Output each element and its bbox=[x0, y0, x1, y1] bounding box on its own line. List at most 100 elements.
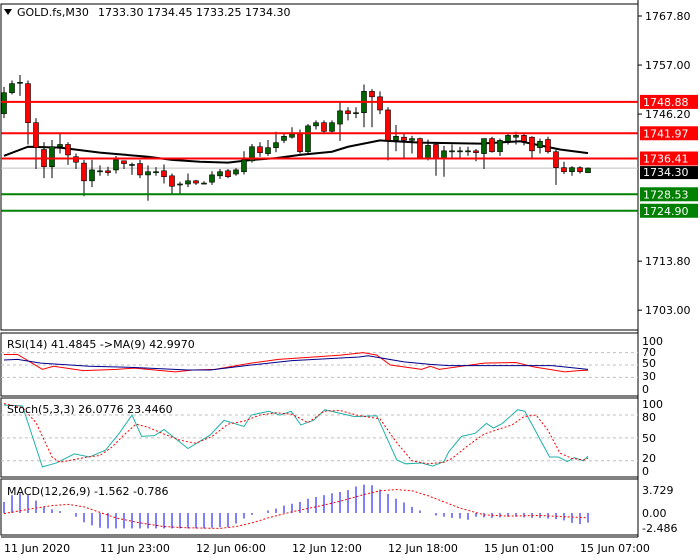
support-price-badge bbox=[640, 187, 698, 202]
bullish-candle bbox=[289, 133, 295, 138]
bullish-candle bbox=[569, 167, 575, 173]
bullish-candle bbox=[241, 159, 247, 173]
bearish-candle bbox=[345, 110, 351, 114]
bullish-candle bbox=[217, 171, 223, 177]
bullish-candle bbox=[353, 112, 359, 115]
bullish-candle bbox=[449, 150, 455, 153]
support-price-label: 1724.90 bbox=[643, 205, 689, 218]
time-tick-label: 15 Jun 01:00 bbox=[484, 542, 554, 555]
bullish-candle bbox=[265, 147, 271, 154]
bullish-candle bbox=[585, 167, 591, 173]
stoch-tick-label: 20 bbox=[642, 452, 656, 465]
stoch-signal-line bbox=[3, 403, 589, 465]
support-price-label: 1728.53 bbox=[643, 188, 689, 201]
macd-title: MACD(12,26,9) -1.562 -0.786 bbox=[7, 485, 168, 498]
resistance-price-label: 1741.97 bbox=[643, 127, 689, 140]
stoch-tick-label: 50 bbox=[642, 432, 656, 445]
price-panel-frame bbox=[0, 3, 639, 331]
chart-ohlc-readout: 1733.30 1734.45 1733.25 1734.30 bbox=[98, 6, 290, 19]
macd-tick-label: 3.729 bbox=[642, 484, 674, 497]
resistance-price-label: 1736.41 bbox=[643, 153, 689, 166]
bearish-candle bbox=[321, 122, 327, 132]
bearish-candle bbox=[529, 136, 535, 152]
time-tick-label: 12 Jun 06:00 bbox=[196, 542, 266, 555]
bullish-candle bbox=[497, 140, 503, 153]
price-tick-label: 1746.20 bbox=[645, 108, 691, 121]
time-tick-label: 11 Jun 23:00 bbox=[100, 542, 170, 555]
bullish-candle bbox=[513, 135, 519, 138]
time-tick-label: 15 Jun 07:00 bbox=[580, 542, 650, 555]
bullish-candle bbox=[153, 171, 159, 174]
bearish-candle bbox=[105, 170, 111, 173]
rsi-tick-label: 30 bbox=[642, 370, 656, 383]
time-tick-label: 12 Jun 18:00 bbox=[388, 542, 458, 555]
bearish-candle bbox=[521, 135, 527, 142]
bearish-candle bbox=[553, 151, 559, 168]
resistance-price-badge bbox=[640, 126, 698, 141]
bullish-candle bbox=[49, 146, 55, 168]
bullish-candle bbox=[201, 182, 207, 185]
stoch-title: Stoch(5,3,3) 26.0776 23.4460 bbox=[7, 403, 173, 416]
bullish-candle bbox=[185, 180, 191, 185]
bearish-candle bbox=[297, 133, 303, 153]
bearish-candle bbox=[577, 167, 583, 173]
bullish-candle bbox=[441, 150, 447, 159]
macd-tick-label: -2.486 bbox=[642, 522, 677, 535]
current-price-badge bbox=[640, 166, 698, 180]
rsi-tick-label: 50 bbox=[642, 357, 656, 370]
rsi-tick-label: 0 bbox=[642, 383, 649, 396]
bearish-candle bbox=[25, 83, 31, 123]
current-price-label: 1734.30 bbox=[643, 166, 689, 179]
bullish-candle bbox=[409, 138, 415, 141]
bullish-candle bbox=[425, 145, 431, 159]
support-price-badge bbox=[640, 203, 698, 218]
bearish-candle bbox=[257, 146, 263, 153]
bullish-candle bbox=[89, 169, 95, 182]
bearish-candle bbox=[545, 139, 551, 153]
stoch-tick-label: 80 bbox=[642, 411, 656, 424]
rsi-ma-line bbox=[3, 355, 589, 371]
rsi-tick-label: 100 bbox=[642, 335, 663, 348]
dropdown-triangle-icon[interactable] bbox=[4, 9, 12, 15]
bearish-candle bbox=[401, 136, 407, 141]
macd-panel-frame bbox=[0, 478, 639, 536]
stoch-tick-label: 100 bbox=[642, 398, 663, 411]
bullish-candle bbox=[97, 170, 103, 173]
rsi-title: RSI(14) 41.4845 ->MA(9) 42.9970 bbox=[7, 338, 195, 351]
bearish-candle bbox=[121, 160, 127, 164]
bearish-candle bbox=[473, 150, 479, 153]
bearish-candle bbox=[137, 163, 143, 176]
bullish-candle bbox=[273, 142, 279, 148]
price-tick-label: 1703.00 bbox=[645, 304, 691, 317]
bullish-candle bbox=[537, 141, 543, 148]
resistance-price-badge bbox=[640, 94, 698, 109]
bullish-candle bbox=[457, 150, 463, 153]
bullish-candle bbox=[465, 150, 471, 153]
bearish-candle bbox=[433, 144, 439, 159]
bullish-candle bbox=[393, 136, 399, 141]
bearish-candle bbox=[65, 144, 71, 156]
bearish-candle bbox=[489, 138, 495, 153]
macd-signal-line bbox=[3, 489, 589, 529]
time-tick-label: 12 Jun 12:00 bbox=[292, 542, 362, 555]
bullish-candle bbox=[481, 138, 487, 154]
bullish-candle bbox=[313, 122, 319, 127]
bullish-candle bbox=[329, 122, 335, 132]
bullish-candle bbox=[281, 136, 287, 141]
bullish-candle bbox=[17, 81, 23, 84]
bullish-candle bbox=[249, 146, 255, 162]
price-tick-label: 1757.00 bbox=[645, 59, 691, 72]
bearish-candle bbox=[369, 91, 375, 98]
rsi-tick-label: 70 bbox=[642, 346, 656, 359]
chart-symbol-timeframe: GOLD.fs,M30 bbox=[17, 6, 89, 19]
resistance-price-label: 1748.88 bbox=[643, 96, 689, 109]
bullish-candle bbox=[9, 83, 15, 94]
bearish-candle bbox=[193, 180, 199, 184]
bullish-candle bbox=[129, 164, 135, 166]
bearish-candle bbox=[377, 96, 383, 111]
bullish-candle bbox=[305, 125, 311, 153]
price-panel[interactable] bbox=[1, 75, 638, 212]
resistance-price-badge bbox=[640, 151, 698, 166]
bearish-candle bbox=[33, 122, 39, 148]
